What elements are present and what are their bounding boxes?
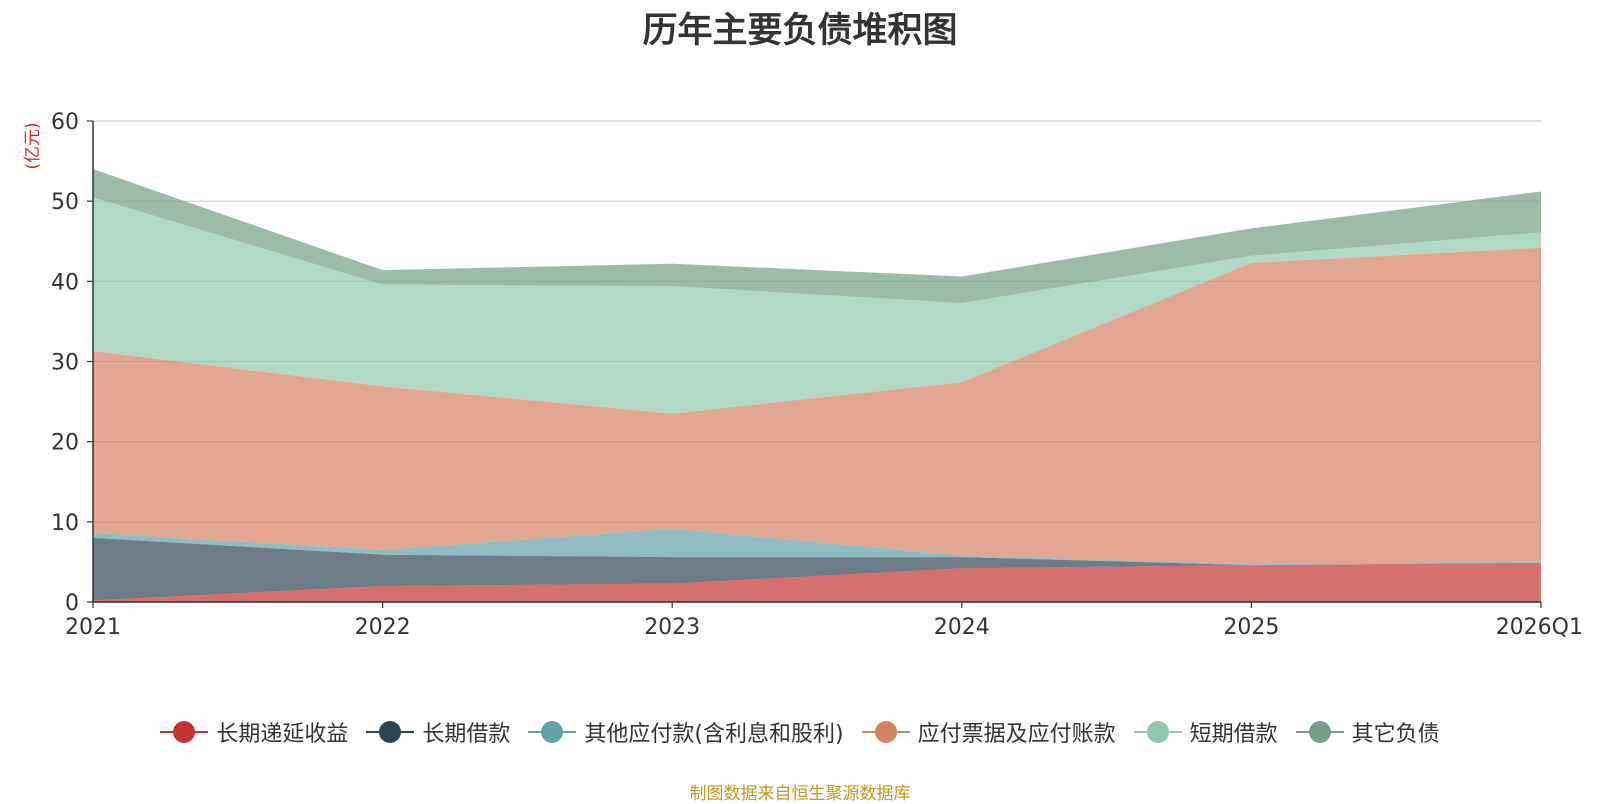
- chart-title: 历年主要负债堆积图: [642, 11, 958, 51]
- area-series-5: [93, 169, 1541, 303]
- y-tick-label: 30: [51, 351, 79, 376]
- legend: 长期递延收益 长期借款 其他应付款(含利息和股利) 应付票据及应付账款 短期借款 其它负债: [0, 716, 1600, 748]
- area-series: [93, 169, 1541, 602]
- x-tick-label: 2024: [934, 615, 990, 640]
- area-series-2: [93, 529, 1541, 566]
- legend-marker-icon: [1295, 720, 1344, 744]
- area-series-1: [93, 537, 1541, 601]
- y-axis-unit-label: (亿元): [23, 122, 43, 169]
- legend-label: 其他应付款(含利息和股利): [584, 722, 844, 747]
- axes: 0 10 20 30 40 50 60 2021 2022 2023 2024 2025 2026Q1: [51, 110, 1583, 640]
- x-tick-label: 2023: [644, 615, 700, 640]
- legend-marker-icon: [1133, 720, 1182, 744]
- legend-label: 长期借款: [422, 722, 511, 747]
- source-note: 制图数据来自恒生聚源数据库: [689, 784, 911, 804]
- y-tick-label: 0: [65, 591, 79, 616]
- legend-item[interactable]: 短期借款: [1133, 716, 1278, 748]
- area-series-3: [93, 247, 1541, 565]
- y-tick-label: 10: [51, 511, 79, 536]
- area-series-0: [93, 562, 1541, 602]
- legend-label: 其它负债: [1351, 722, 1440, 747]
- x-tick-label: 2021: [65, 615, 121, 640]
- legend-item[interactable]: 应付票据及应付账款: [861, 716, 1116, 748]
- legend-marker-icon: [366, 720, 415, 744]
- legend-item[interactable]: 长期借款: [366, 716, 510, 748]
- legend-item[interactable]: 其它负债: [1295, 716, 1440, 748]
- y-tick-label: 20: [51, 431, 79, 456]
- legend-marker-icon: [160, 720, 209, 744]
- x-tick-label: 2026Q1: [1496, 615, 1583, 640]
- legend-label: 短期借款: [1189, 722, 1278, 747]
- legend-marker-icon: [861, 720, 910, 744]
- y-tick-label: 40: [51, 270, 79, 295]
- legend-marker-icon: [528, 720, 577, 744]
- legend-label: 应付票据及应付账款: [917, 722, 1116, 747]
- legend-label: 长期递延收益: [216, 722, 349, 747]
- y-tick-label: 50: [51, 190, 79, 215]
- legend-item[interactable]: 长期递延收益: [160, 716, 348, 748]
- y-tick-label: 60: [51, 110, 79, 135]
- legend-item[interactable]: 其他应付款(含利息和股利): [528, 716, 844, 748]
- x-tick-label: 2022: [355, 615, 411, 640]
- area-series-4: [93, 197, 1541, 414]
- x-tick-label: 2025: [1223, 615, 1279, 640]
